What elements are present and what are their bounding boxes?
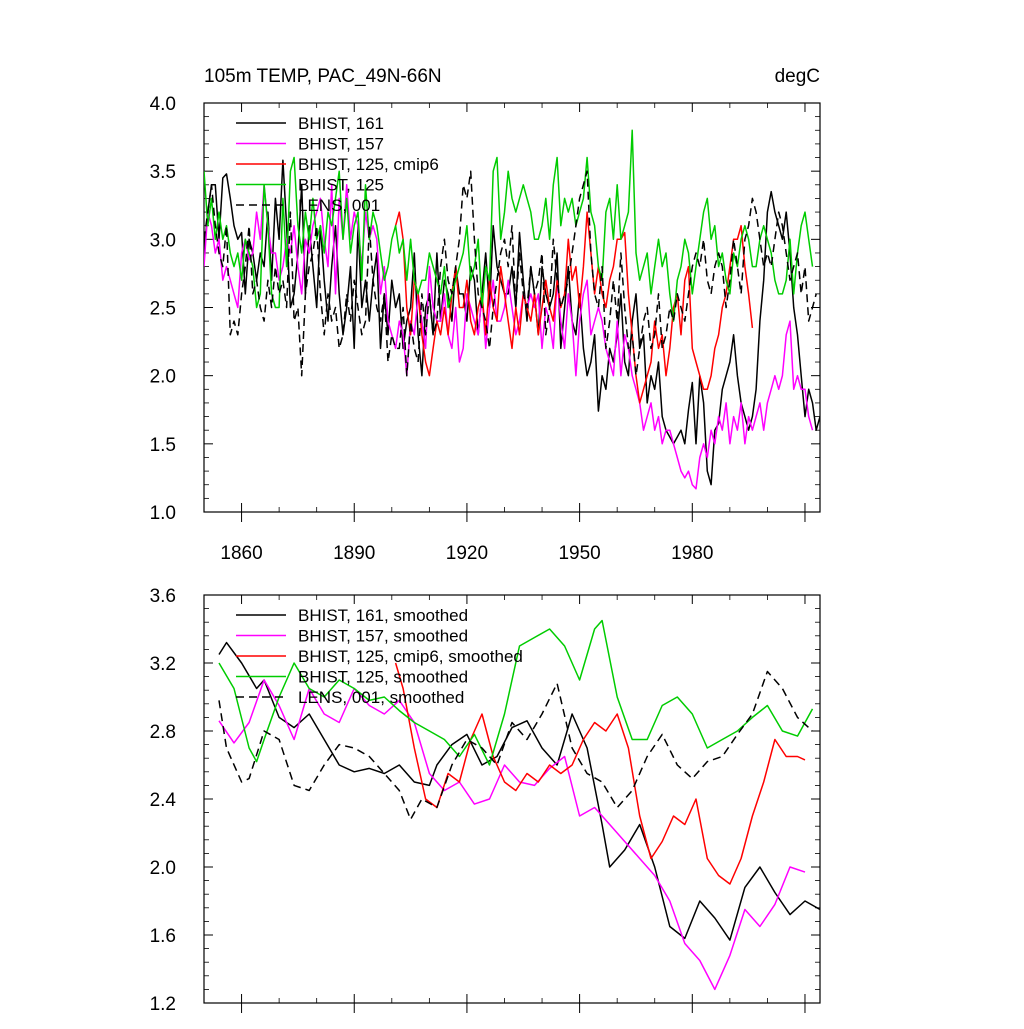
y-tick-label: 3.2	[150, 654, 176, 675]
y-tick-label: 2.5	[150, 299, 176, 320]
legend-label: BHIST, 157	[298, 135, 384, 154]
legend-label: BHIST, 125	[298, 176, 384, 195]
legend-label: BHIST, 125, smoothed	[298, 668, 468, 687]
series-line	[204, 129, 814, 322]
top-panel: 105m TEMP, PAC_49N-66N degC 1.0 1.5 2.0 2.5…	[150, 66, 821, 564]
x-tick-label: 1860	[220, 543, 262, 564]
y-tick-label: 1.5	[150, 435, 176, 456]
x-tick-label: 1980	[671, 543, 713, 564]
y-tick-label: 2.4	[150, 790, 177, 811]
chart-units: degC	[775, 66, 820, 87]
y-tick-label: 2.0	[150, 858, 176, 879]
series-line	[218, 670, 814, 821]
y-tick-label: 3.6	[150, 586, 176, 607]
y-tick-label: 1.6	[150, 926, 176, 947]
bottom-panel: 1.2 1.6 2.0 2.4 2.8 3.2 3.6 BHIST, 161, smoothe…	[150, 586, 821, 1015]
legend-label: BHIST, 157, smoothed	[298, 627, 468, 646]
legend-label: BHIST, 161	[298, 114, 384, 133]
legend-label: BHIST, 125, cmip6, smoothed	[298, 647, 523, 666]
series-line	[218, 619, 814, 766]
legend-label: BHIST, 125, cmip6	[298, 155, 439, 174]
y-tick-label: 1.2	[150, 994, 176, 1015]
y-tick-label: 2.8	[150, 722, 176, 743]
x-tick-label: 1950	[558, 543, 600, 564]
legend-label: BHIST, 161, smoothed	[298, 606, 468, 625]
series-line	[218, 641, 820, 941]
y-tick-label: 3.0	[150, 230, 176, 251]
y-tick-label: 1.0	[150, 503, 176, 524]
legend-label: LENS, 001, smoothed	[298, 688, 464, 707]
series-line	[394, 662, 806, 885]
legend-label: LENS, 001	[298, 196, 380, 215]
chart-title: 105m TEMP, PAC_49N-66N	[204, 66, 442, 87]
x-tick-label: 1890	[333, 543, 375, 564]
series-line	[218, 679, 806, 991]
x-tick-label: 1920	[446, 543, 488, 564]
y-tick-label: 4.0	[150, 94, 176, 115]
y-tick-label: 3.5	[150, 162, 176, 183]
y-tick-label: 2.0	[150, 367, 176, 388]
series-line	[204, 184, 814, 490]
